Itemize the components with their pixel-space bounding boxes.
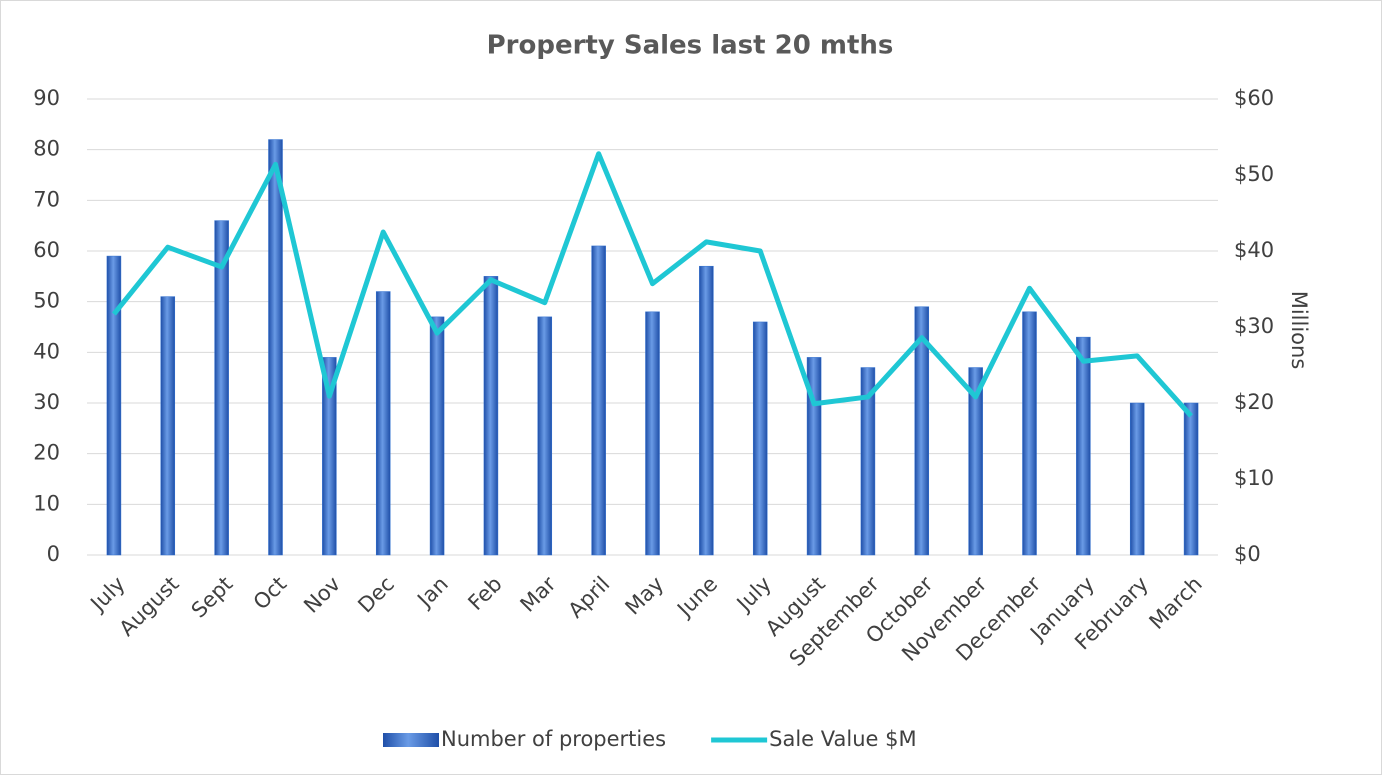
bar <box>214 220 229 556</box>
bar <box>537 316 553 556</box>
bar <box>1183 402 1199 556</box>
y-tick-label: 20 <box>33 441 60 465</box>
y2-tick-label: $40 <box>1234 238 1274 262</box>
y-tick-label: 80 <box>33 137 60 161</box>
bar <box>968 367 983 556</box>
bar <box>106 255 122 556</box>
bar <box>160 296 176 556</box>
bar <box>1076 336 1091 556</box>
y2-tick-label: $0 <box>1234 542 1261 566</box>
y2-axis-title: Millions <box>1287 291 1311 370</box>
y-tick-label: 40 <box>33 339 60 363</box>
y2-tick-label: $30 <box>1234 314 1274 338</box>
y2-tick-label: $60 <box>1234 86 1274 110</box>
y-tick-label: 10 <box>33 491 60 515</box>
bar <box>1022 311 1037 556</box>
legend-label: Sale Value $M <box>769 727 916 751</box>
y2-tick-label: $20 <box>1234 390 1274 414</box>
chart-title: Property Sales last 20 mths <box>487 31 894 61</box>
legend-swatch <box>383 733 439 747</box>
bar <box>806 357 822 556</box>
bar <box>429 316 445 556</box>
bar <box>699 265 714 556</box>
bar <box>591 245 606 556</box>
bar <box>268 139 283 556</box>
bar <box>483 276 499 556</box>
y-tick-label: 70 <box>33 187 60 211</box>
y-tick-label: 90 <box>33 86 60 110</box>
bar <box>645 311 660 556</box>
line <box>111 151 1193 418</box>
y2-tick-label: $10 <box>1234 466 1274 490</box>
y2-tick-label: $50 <box>1234 162 1274 186</box>
y-tick-label: 30 <box>33 390 60 414</box>
bar <box>860 367 876 556</box>
y-tick-label: 60 <box>33 238 60 262</box>
bar <box>375 291 391 556</box>
bar <box>752 321 768 556</box>
legend-label: Number of properties <box>441 727 666 751</box>
bar <box>914 306 930 556</box>
y-tick-label: 50 <box>33 289 60 313</box>
y-tick-label: 0 <box>47 542 60 566</box>
bar <box>1129 402 1145 556</box>
bar <box>322 357 337 556</box>
